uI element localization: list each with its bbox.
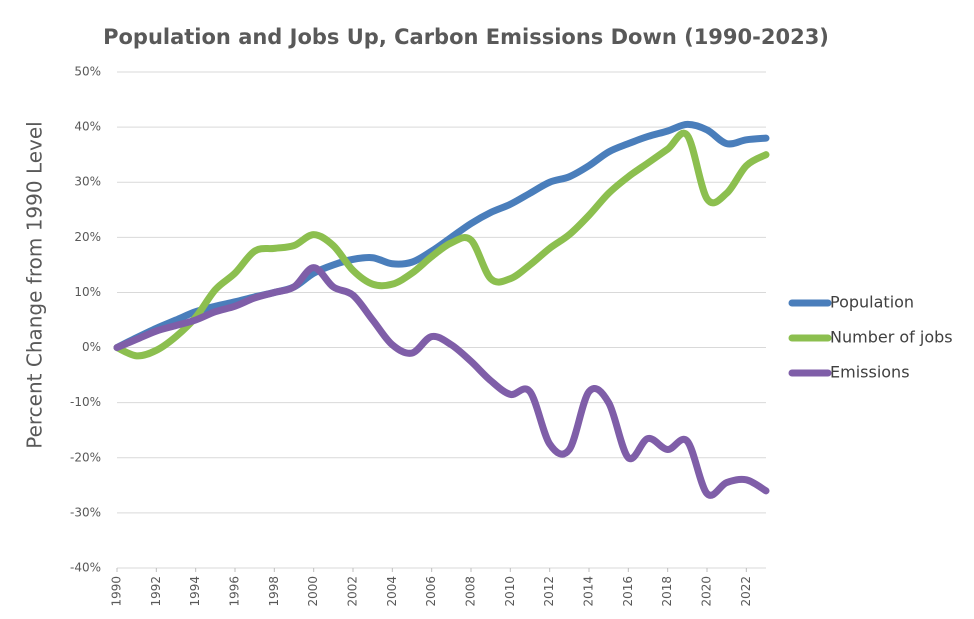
y-tick-label: -10% <box>70 395 101 409</box>
x-tick-label: 2000 <box>306 576 320 607</box>
legend-label: Population <box>830 293 914 312</box>
x-tick-label: 2022 <box>739 576 753 607</box>
x-tick-label: 1990 <box>110 576 124 607</box>
y-tick-label: -40% <box>70 561 101 575</box>
y-tick-label: 0% <box>82 340 101 354</box>
x-tick-label: 2020 <box>700 576 714 607</box>
series-line <box>113 129 770 360</box>
y-tick-label: 50% <box>74 65 101 79</box>
y-tick-label: 20% <box>74 230 101 244</box>
series-line <box>113 120 770 352</box>
y-tick-label: -30% <box>70 505 101 519</box>
x-tick-label: 1994 <box>188 576 202 607</box>
legend-label: Emissions <box>830 363 910 382</box>
legend-label: Number of jobs <box>830 328 953 347</box>
y-tick-label: 30% <box>74 175 101 189</box>
x-tick-label: 2010 <box>503 576 517 607</box>
x-tick-label: 2018 <box>660 576 674 607</box>
x-tick-label: 2014 <box>582 576 596 607</box>
x-tick-label: 2016 <box>621 576 635 607</box>
x-tick-label: 2006 <box>424 576 438 607</box>
x-tick-label: 2002 <box>346 576 360 607</box>
x-tick-label: 2008 <box>464 576 478 607</box>
y-tick-label: 10% <box>74 285 101 299</box>
y-tick-label: 40% <box>74 120 101 134</box>
x-tick-label: 1996 <box>228 576 242 607</box>
x-tick-label: 1992 <box>149 576 163 607</box>
x-tick-label: 2004 <box>385 576 399 607</box>
chart-title: Population and Jobs Up, Carbon Emissions… <box>103 25 829 49</box>
y-tick-label: -20% <box>70 450 101 464</box>
x-tick-label: 1998 <box>267 576 281 607</box>
series-line <box>113 264 770 499</box>
y-axis-label: Percent Change from 1990 Level <box>23 121 47 449</box>
x-tick-label: 2012 <box>542 576 556 607</box>
